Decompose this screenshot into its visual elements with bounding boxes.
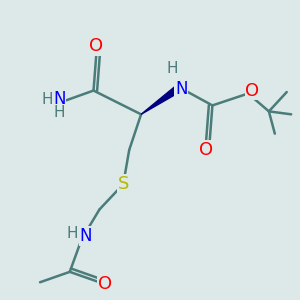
Text: N: N — [80, 227, 92, 245]
Text: O: O — [245, 82, 260, 100]
Text: H: H — [54, 105, 65, 120]
Text: S: S — [118, 175, 129, 193]
Polygon shape — [141, 84, 182, 114]
Text: N: N — [175, 80, 188, 98]
Text: H: H — [42, 92, 53, 107]
Text: O: O — [200, 141, 214, 159]
Text: O: O — [89, 37, 103, 55]
Text: H: H — [167, 61, 178, 76]
Text: H: H — [67, 226, 79, 241]
Text: N: N — [53, 91, 66, 109]
Text: O: O — [98, 275, 112, 293]
